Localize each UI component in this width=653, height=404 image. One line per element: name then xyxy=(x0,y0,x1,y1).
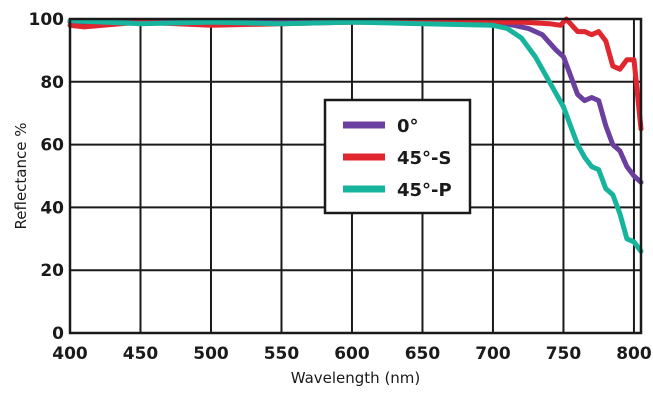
y-tick-label-20: 20 xyxy=(40,261,64,281)
x-tick-label-500: 500 xyxy=(193,344,229,364)
y-axis-title: Reflectance % xyxy=(12,123,30,230)
x-axis-title: Wavelength (nm) xyxy=(291,369,421,387)
x-tick-label-750: 750 xyxy=(546,344,582,364)
x-tick-label-700: 700 xyxy=(475,344,511,364)
series-line-2 xyxy=(67,18,644,254)
y-tick-label-0: 0 xyxy=(52,324,64,344)
legend-label-0: 0° xyxy=(397,116,419,137)
plot-frame xyxy=(68,17,643,335)
x-tick-label-550: 550 xyxy=(264,344,300,364)
legend-label-1: 45°-S xyxy=(397,148,451,169)
x-tick-label-800: 800 xyxy=(616,344,652,364)
legend-label-2: 45°-P xyxy=(397,180,452,201)
x-tick-label-400: 400 xyxy=(52,344,88,364)
y-tick-label-100: 100 xyxy=(29,10,65,30)
x-tick-label-600: 600 xyxy=(334,344,370,364)
tick-labels: 400 450 500 550 600 650 700 750 800 0 20 40 60 80 100 xyxy=(29,10,652,364)
x-tick-label-650: 650 xyxy=(405,344,441,364)
y-tick-label-60: 60 xyxy=(40,136,64,156)
legend: 0° 45°-S 45°-P xyxy=(323,98,472,215)
x-tick-label-450: 450 xyxy=(123,344,159,364)
plot-border xyxy=(68,17,643,335)
y-tick-label-40: 40 xyxy=(40,198,64,218)
y-tick-label-80: 80 xyxy=(40,73,64,93)
